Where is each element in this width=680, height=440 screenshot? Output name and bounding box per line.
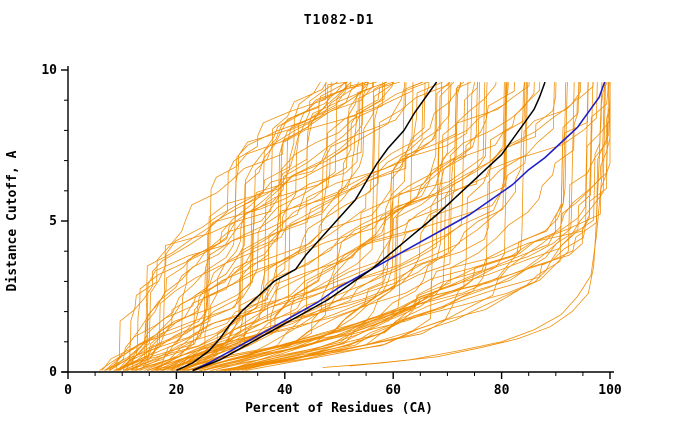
curve: [181, 82, 469, 371]
curve: [176, 81, 423, 371]
model-curves-group: [176, 81, 606, 372]
curve: [191, 82, 515, 371]
y-tick-label: 5: [49, 214, 57, 229]
curve: [139, 82, 384, 371]
y-tick-label: 10: [41, 63, 57, 78]
curve: [118, 82, 352, 371]
curve: [229, 82, 611, 371]
curve: [160, 82, 450, 371]
curve: [123, 81, 388, 371]
curve: [182, 82, 509, 371]
curve: [322, 82, 603, 368]
curve: [194, 82, 555, 371]
curve: [222, 82, 567, 371]
curve: [117, 81, 351, 371]
x-tick-label: 0: [64, 383, 72, 398]
curve: [349, 82, 605, 367]
curve: [219, 82, 606, 371]
curve: [187, 82, 580, 371]
curve: [115, 82, 368, 371]
curve: [136, 82, 385, 371]
curve: [194, 82, 505, 371]
curve: [134, 81, 387, 371]
x-axis-label: Percent of Residues (CA): [245, 401, 433, 416]
curve: [147, 81, 443, 371]
curve: [131, 82, 393, 371]
curve: [104, 81, 369, 371]
curve: [183, 82, 557, 371]
x-tick-label: 40: [277, 383, 293, 398]
curve: [192, 81, 546, 372]
curve: [132, 81, 395, 371]
curve: [146, 82, 430, 371]
outlier-curves-group: [322, 82, 605, 368]
y-axis-label: Distance Cutoff, A: [5, 150, 20, 291]
curve: [152, 81, 429, 371]
curve: [180, 81, 455, 371]
curve: [178, 81, 450, 371]
tick-labels-group: 0 20 40 60 80 100 0 5 10: [41, 63, 622, 398]
curve: [123, 82, 414, 371]
curve: [192, 81, 606, 372]
curve: [113, 81, 346, 371]
curve: [201, 82, 508, 371]
chart-title: T1082-D1: [304, 13, 375, 28]
curve: [167, 82, 478, 371]
curve: [153, 82, 480, 371]
x-tick-label: 20: [169, 383, 185, 398]
curve: [169, 82, 486, 371]
curve: [176, 81, 438, 372]
curve: [155, 82, 450, 371]
curve: [109, 81, 348, 371]
curve: [115, 82, 348, 371]
curve: [109, 81, 368, 371]
curve: [160, 82, 426, 371]
tick-marks-group: [61, 69, 611, 379]
curve: [187, 82, 478, 371]
curve: [132, 81, 366, 371]
curve: [220, 82, 594, 371]
axes-group: [62, 66, 614, 373]
curve: [135, 82, 443, 371]
ensemble-curves-group: [99, 81, 611, 371]
x-tick-label: 100: [598, 383, 622, 398]
curve: [117, 81, 338, 371]
curve: [226, 82, 575, 371]
curve: [228, 82, 610, 371]
curve: [225, 82, 594, 371]
curve: [224, 82, 580, 371]
curve: [117, 81, 327, 371]
curve: [210, 82, 568, 371]
curve: [170, 82, 476, 371]
curve: [157, 82, 488, 371]
x-tick-label: 60: [385, 383, 401, 398]
y-tick-label: 0: [49, 365, 57, 380]
curve: [179, 82, 461, 371]
curve: [117, 82, 332, 371]
x-tick-label: 80: [494, 383, 510, 398]
